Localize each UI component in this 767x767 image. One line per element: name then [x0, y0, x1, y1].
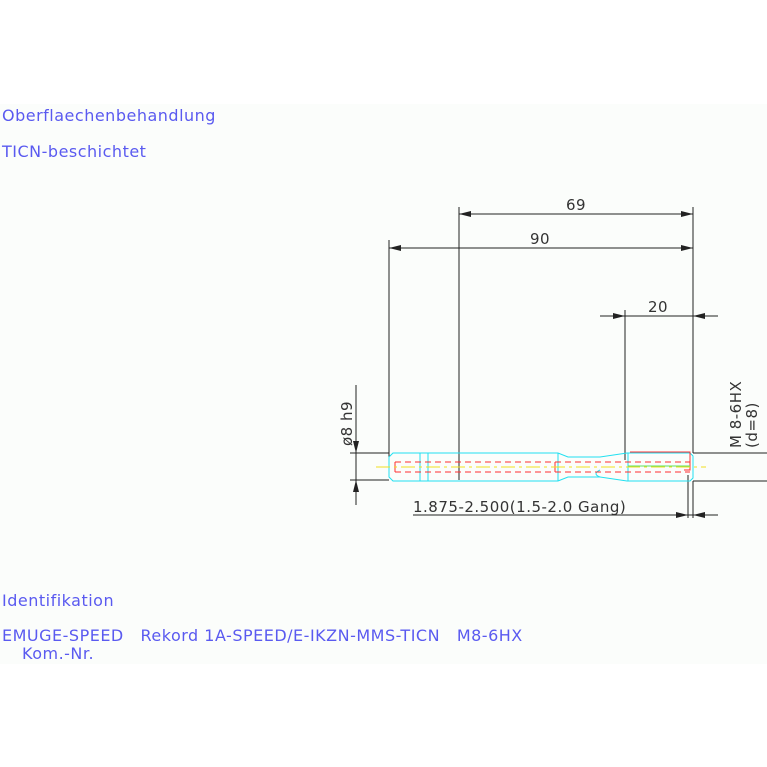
- kom-nr-label: Kom.-Nr.: [22, 644, 94, 663]
- arrow-left-icon: [693, 313, 705, 319]
- dimension-20: 20: [600, 298, 718, 319]
- surface-heading: Oberflaechenbehandlung: [2, 106, 216, 125]
- identification-line: EMUGE-SPEED Rekord 1A-SPEED/E-IKZN-MMS-T…: [2, 626, 523, 645]
- drawing-sheet: [0, 104, 767, 664]
- dimension-90: 90: [389, 230, 693, 251]
- dimension-20-label: 20: [648, 298, 668, 316]
- chamfer-label: 1.875-2.500(1.5-2.0 Gang): [413, 498, 626, 516]
- arrow-left-icon: [459, 211, 471, 217]
- arrow-right-icon: [681, 245, 693, 251]
- thread-size-label: M 8-6HX: [727, 381, 745, 448]
- dimension-69-label: 69: [566, 196, 586, 214]
- arrow-right-icon: [681, 211, 693, 217]
- arrow-left-icon: [693, 512, 705, 518]
- arrow-down-icon: [353, 441, 359, 453]
- arrow-right-icon: [613, 313, 625, 319]
- shank-diameter-label: ø8 h9: [338, 401, 356, 446]
- dimension-90-label: 90: [530, 230, 550, 248]
- dimension-69: 69: [459, 196, 693, 217]
- arrow-left-icon: [389, 245, 401, 251]
- dimension-shank-diameter: ø8 h9: [338, 385, 359, 505]
- identification-heading: Identifikation: [2, 591, 114, 610]
- dimension-chamfer: 1.875-2.500(1.5-2.0 Gang): [413, 498, 718, 518]
- arrow-up-icon: [353, 480, 359, 492]
- tap-tool-outline: [376, 451, 706, 482]
- arrow-right-icon: [676, 512, 688, 518]
- thread-diameter-label: (d=8): [743, 402, 761, 448]
- surface-value: TICN-beschichtet: [1, 142, 146, 161]
